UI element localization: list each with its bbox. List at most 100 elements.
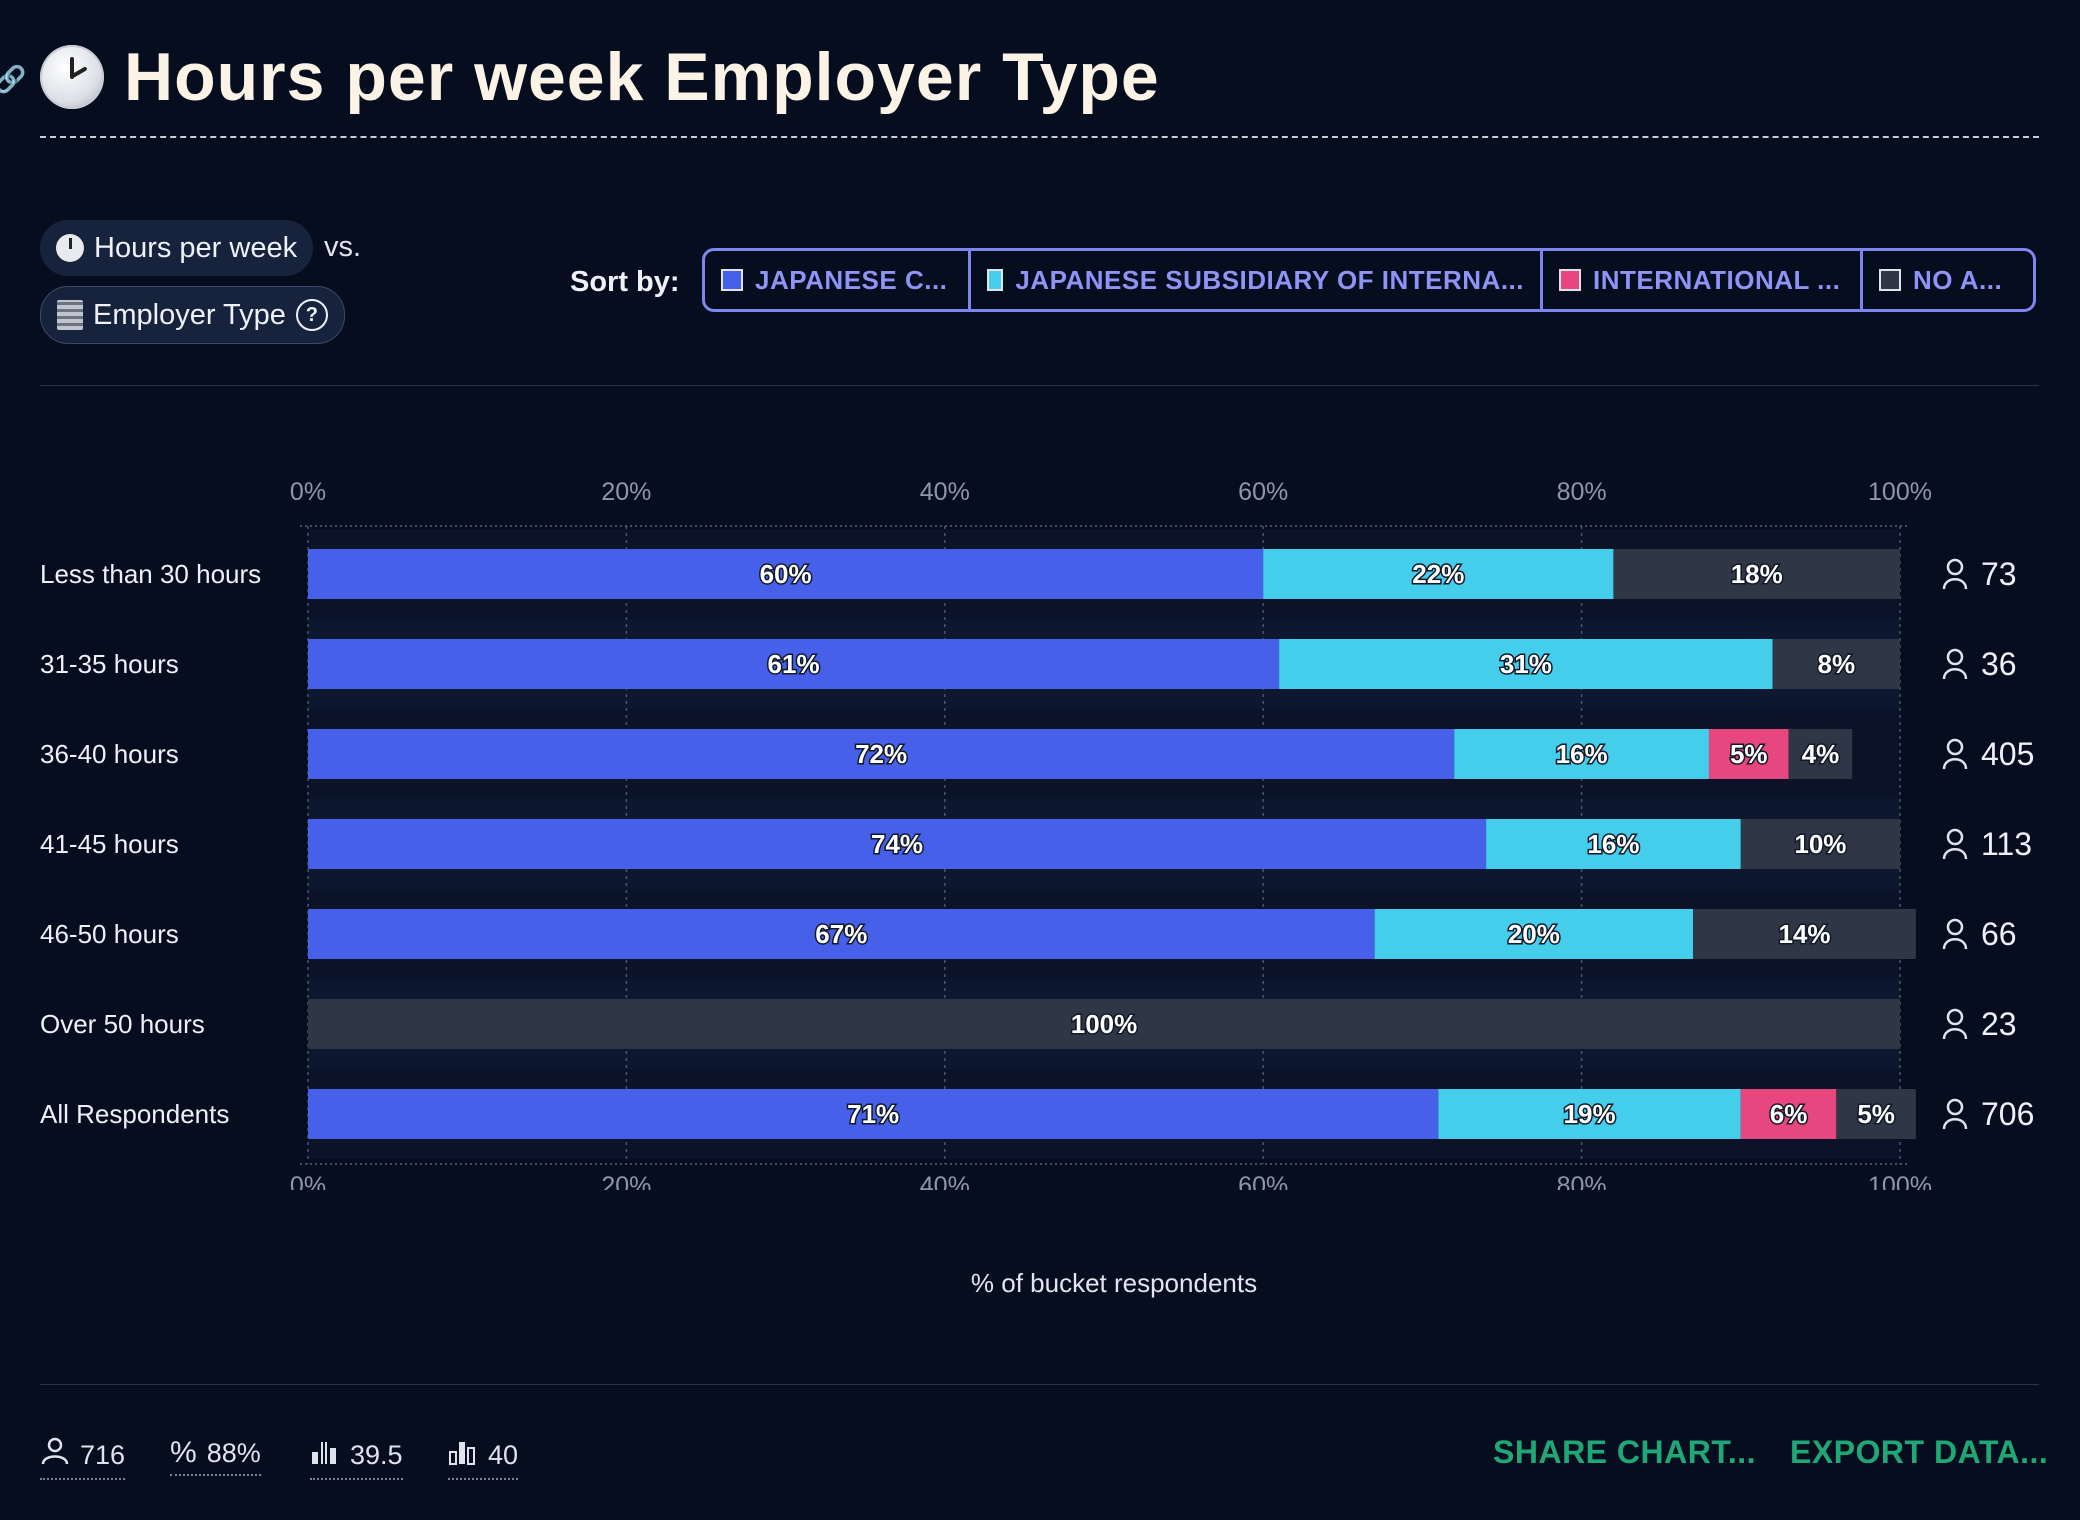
bar-segment bbox=[1613, 549, 1900, 599]
sort-by-label: Sort by: bbox=[570, 266, 680, 298]
person-icon bbox=[1942, 758, 1968, 770]
swatch-icon bbox=[987, 269, 1004, 291]
respondent-count: 23 bbox=[1981, 1006, 2017, 1042]
swatch-icon bbox=[1879, 269, 1901, 291]
stat-median[interactable]: 40 bbox=[448, 1436, 519, 1480]
bar-segment bbox=[308, 909, 1375, 959]
vs-label: vs. bbox=[324, 231, 362, 263]
stat-mean[interactable]: 39.5 bbox=[310, 1436, 403, 1480]
category-label: All Respondents bbox=[40, 1099, 229, 1129]
x-tick-label-top: 100% bbox=[1868, 478, 1932, 506]
section-divider bbox=[40, 385, 2039, 386]
data-label: 16% bbox=[1556, 739, 1608, 769]
data-label: 100% bbox=[1071, 1009, 1138, 1039]
stat-percent-answered[interactable]: % 88% bbox=[170, 1436, 261, 1476]
x-tick-label-bottom: 0% bbox=[290, 1172, 326, 1190]
bar-segment bbox=[1263, 549, 1614, 599]
bar-segment bbox=[1693, 909, 1916, 959]
data-label: 74% bbox=[871, 829, 923, 859]
link-icon[interactable]: 🔗 bbox=[0, 64, 27, 94]
sort-international-company-button[interactable]: INTERNATIONAL ... bbox=[1543, 251, 1863, 309]
data-label: 14% bbox=[1778, 919, 1830, 949]
x-tick-label-bottom: 80% bbox=[1557, 1172, 1607, 1190]
data-label: 19% bbox=[1564, 1099, 1616, 1129]
building-icon bbox=[57, 300, 83, 330]
sort-option-label: NO A... bbox=[1913, 264, 2003, 295]
median-bars-icon bbox=[448, 1436, 478, 1474]
bar-segment bbox=[308, 1089, 1439, 1139]
category-label: 36-40 hours bbox=[40, 739, 179, 769]
x-tick-label-bottom: 20% bbox=[601, 1172, 651, 1190]
mean-bars-icon bbox=[310, 1436, 340, 1474]
stat-value: 40 bbox=[488, 1439, 519, 1470]
stat-total-respondents[interactable]: 716 bbox=[40, 1436, 126, 1480]
bar-segment bbox=[308, 729, 1455, 779]
person-icon bbox=[40, 1436, 70, 1474]
bar-segment bbox=[1836, 1089, 1916, 1139]
bar-segment bbox=[1740, 1089, 1837, 1139]
data-label: 72% bbox=[855, 739, 907, 769]
x-tick-label-top: 60% bbox=[1238, 478, 1288, 506]
data-label: 71% bbox=[847, 1099, 899, 1129]
clock-icon bbox=[56, 234, 84, 262]
person-icon bbox=[1946, 828, 1964, 846]
bar-segment bbox=[1772, 639, 1900, 689]
swatch-icon bbox=[721, 269, 743, 291]
data-label: 31% bbox=[1500, 649, 1552, 679]
bar-segment bbox=[308, 639, 1280, 689]
data-label: 5% bbox=[1730, 739, 1768, 769]
bar-segment bbox=[1740, 819, 1900, 869]
respondent-count: 113 bbox=[1981, 826, 2032, 862]
stacked-bar-chart: 0% 0% 20% 20% 40% 40% 60% 60% 80% 80% 100% 100% Less… bbox=[40, 478, 2034, 1190]
bar-segment bbox=[1374, 909, 1694, 959]
clock-icon bbox=[40, 45, 104, 109]
stat-value: 88% bbox=[206, 1437, 261, 1468]
hours-per-week-selector[interactable]: Hours per week bbox=[40, 220, 314, 276]
data-label: 60% bbox=[760, 559, 812, 589]
sort-japanese-subsidiary-button[interactable]: JAPANESE SUBSIDIARY OF INTERNA... bbox=[971, 251, 1543, 309]
category-label: 46-50 hours bbox=[40, 919, 179, 949]
footer-divider bbox=[40, 1384, 2039, 1385]
page-title: Hours per week Employer Type bbox=[124, 39, 1160, 115]
share-chart-button[interactable]: SHARE CHART... bbox=[1493, 1434, 1757, 1470]
export-data-button[interactable]: EXPORT DATA... bbox=[1790, 1434, 2049, 1470]
x-tick-label-top: 0% bbox=[290, 478, 326, 506]
person-icon bbox=[1942, 938, 1968, 950]
person-icon bbox=[1946, 1008, 1964, 1026]
bar-segment bbox=[1438, 1089, 1741, 1139]
data-label: 8% bbox=[1818, 649, 1856, 679]
title-divider bbox=[40, 136, 2039, 138]
bar-segment bbox=[308, 819, 1487, 869]
category-label: 31-35 hours bbox=[40, 649, 179, 679]
person-icon bbox=[1942, 848, 1968, 860]
respondent-count: 36 bbox=[1981, 646, 2017, 682]
bar-segment bbox=[1788, 729, 1853, 779]
x-tick-label-top: 40% bbox=[920, 478, 970, 506]
title-row: Hours per week Employer Type bbox=[40, 38, 1160, 116]
person-icon bbox=[1946, 1098, 1964, 1116]
person-icon bbox=[1946, 918, 1964, 936]
data-label: 6% bbox=[1770, 1099, 1808, 1129]
respondent-count: 66 bbox=[1981, 916, 2017, 952]
category-label: 41-45 hours bbox=[40, 829, 179, 859]
data-label: 20% bbox=[1508, 919, 1560, 949]
person-icon bbox=[1942, 1028, 1968, 1040]
help-icon[interactable]: ? bbox=[295, 299, 328, 331]
data-label: 5% bbox=[1857, 1099, 1895, 1129]
respondent-count: 73 bbox=[1981, 556, 2017, 592]
sort-options: JAPANESE C... JAPANESE SUBSIDIARY OF INT… bbox=[702, 248, 2036, 312]
data-label: 16% bbox=[1587, 829, 1639, 859]
x-tick-label-bottom: 100% bbox=[1868, 1172, 1932, 1190]
sort-option-label: JAPANESE C... bbox=[755, 264, 948, 295]
sort-japanese-company-button[interactable]: JAPANESE C... bbox=[705, 251, 971, 309]
bar-segment bbox=[1708, 729, 1789, 779]
person-icon bbox=[1942, 668, 1968, 680]
employer-type-selector[interactable]: Employer Type ? bbox=[40, 286, 345, 344]
percent-icon: % bbox=[170, 1436, 197, 1469]
employer-type-label: Employer Type bbox=[93, 298, 286, 331]
respondent-count: 405 bbox=[1981, 736, 2034, 772]
data-label: 67% bbox=[815, 919, 867, 949]
sort-no-answer-button[interactable]: NO A... bbox=[1863, 251, 2033, 309]
hours-per-week-label: Hours per week bbox=[94, 231, 298, 264]
data-label: 61% bbox=[768, 649, 820, 679]
